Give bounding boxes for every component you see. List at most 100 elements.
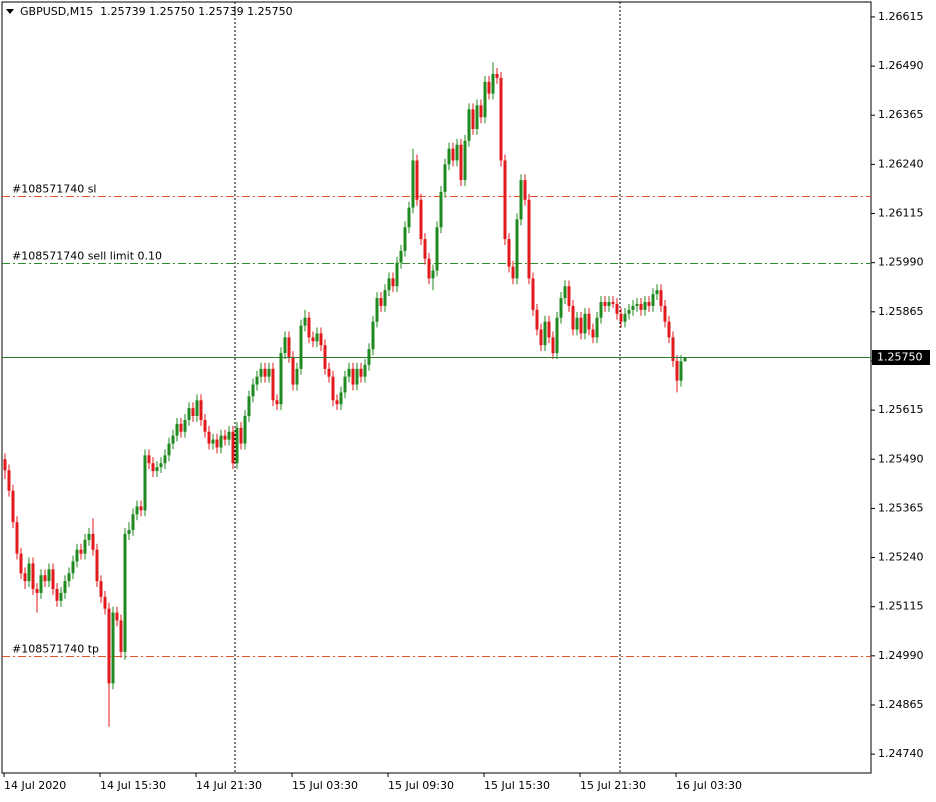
candle-body (127, 530, 131, 534)
candle-body (439, 191, 443, 228)
y-tick-label: 1.24740 (878, 747, 924, 760)
candle-body (87, 533, 91, 540)
candle-body (343, 376, 347, 393)
candle-body (427, 258, 431, 279)
candle-body (195, 400, 199, 417)
candle-body (259, 368, 263, 377)
candle-body (443, 164, 447, 192)
candle-body (147, 455, 151, 464)
candle-body (387, 278, 391, 291)
bid-label: 1.25750 (877, 351, 923, 364)
candle-body (83, 539, 87, 554)
candle-body (651, 294, 655, 306)
x-tick-label: 15 Jul 09:30 (388, 779, 454, 792)
bid-box (872, 350, 930, 365)
y-tick-label: 1.26240 (878, 157, 924, 170)
candle-body (139, 506, 143, 511)
candle-body (567, 286, 571, 306)
candle-body (607, 301, 611, 306)
candle-body (179, 423, 183, 432)
candle-body (143, 455, 147, 511)
candle-body (191, 408, 195, 417)
candle-body (463, 140, 467, 181)
candle-body (611, 301, 615, 304)
candle-body (383, 290, 387, 306)
y-tick-label: 1.26365 (878, 108, 924, 121)
y-tick-label: 1.25615 (878, 403, 924, 416)
candle-body (395, 262, 399, 287)
candle-body (467, 109, 471, 141)
candle-body (503, 160, 507, 240)
candle-body (419, 199, 423, 240)
candle-body (423, 239, 427, 259)
candle-body (643, 301, 647, 310)
candle-body (255, 376, 259, 385)
candle-body (671, 337, 675, 361)
candle-body (175, 423, 179, 436)
candle-body (415, 160, 419, 200)
candle-body (595, 317, 599, 338)
candle-body (459, 144, 463, 181)
candle-body (675, 360, 679, 381)
chart-header: GBPUSD,M15 1.25739 1.25750 1.25739 1.257… (20, 5, 293, 18)
candle-body (491, 73, 495, 94)
candle-body (291, 357, 295, 385)
candle-body (35, 588, 39, 593)
candle-body (263, 368, 267, 377)
candle-body (571, 305, 575, 330)
candle-body (435, 227, 439, 271)
candle-body (295, 368, 299, 385)
candle-body (243, 416, 247, 444)
candle-body (555, 317, 559, 354)
candle-body (635, 303, 639, 306)
candle-body (507, 239, 511, 267)
candle-body (515, 219, 519, 279)
candle-body (623, 313, 627, 322)
candle-body (479, 105, 483, 118)
menu-arrow[interactable] (6, 9, 14, 14)
candle-body (347, 368, 351, 377)
candle-body (307, 317, 311, 338)
candle-body (123, 533, 127, 652)
candle-body (299, 325, 303, 369)
candle-body (587, 313, 591, 330)
candle-body (103, 596, 107, 609)
candle-body (331, 376, 335, 401)
candle-body (363, 364, 367, 377)
candle-body (91, 533, 95, 550)
x-tick-label: 14 Jul 15:30 (100, 779, 166, 792)
candle-body (211, 439, 215, 444)
candle-body (95, 549, 99, 582)
y-tick-label: 1.25490 (878, 452, 924, 465)
candle-body (391, 278, 395, 287)
candle-body (599, 301, 603, 318)
candle-body (583, 313, 587, 334)
plot-frame (1, 1, 872, 774)
candle-body (375, 298, 379, 322)
candle-body (451, 148, 455, 161)
candle-body (319, 333, 323, 346)
x-tick-label: 15 Jul 03:30 (292, 779, 358, 792)
candle-body (231, 431, 235, 464)
candle-body (527, 199, 531, 279)
candle-body (591, 329, 595, 338)
candle-body (279, 353, 283, 405)
candle-body (171, 435, 175, 444)
candle-body (679, 361, 683, 381)
candle-body (627, 309, 631, 314)
candle-body (163, 455, 167, 464)
candle-body (399, 250, 403, 263)
candle-body (339, 392, 343, 405)
candle-body (99, 581, 103, 597)
candle-body (55, 588, 59, 601)
candle-body (3, 459, 7, 471)
candle-body (11, 490, 15, 523)
candle-body (247, 396, 251, 417)
candle-body (267, 368, 271, 377)
candle-body (51, 569, 55, 589)
candle-body (7, 470, 11, 491)
order-label: #108571740 tp (12, 643, 99, 656)
candle-body (207, 431, 211, 444)
candle-body (187, 408, 191, 420)
candle-body (71, 561, 75, 574)
